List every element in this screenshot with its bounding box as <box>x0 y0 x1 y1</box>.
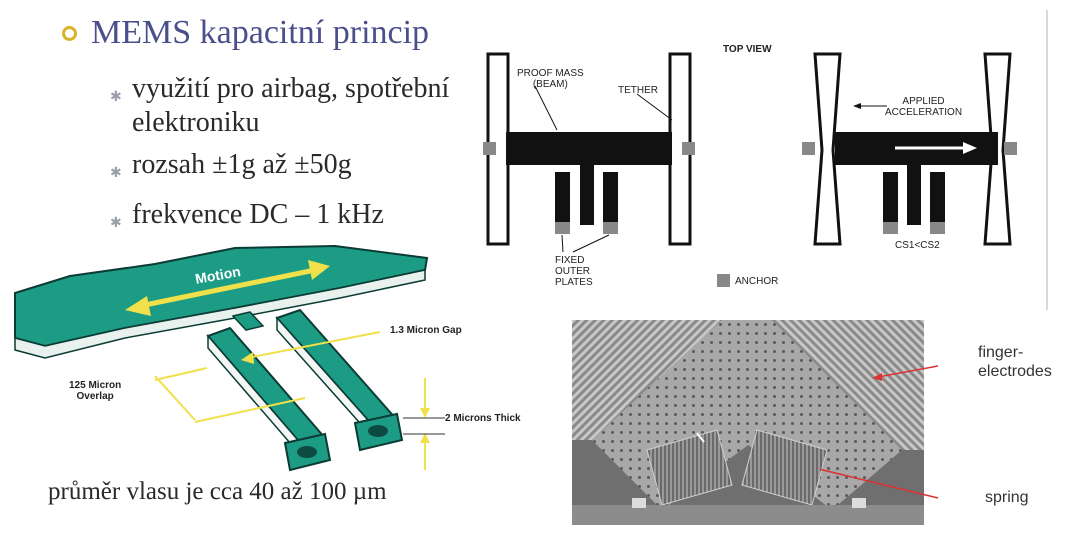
bullet-mark-icon: ✱ <box>110 165 122 181</box>
slide-divider <box>1046 10 1048 310</box>
bullet-ring-icon <box>62 25 77 41</box>
sem-photo-drawing <box>572 320 924 525</box>
finger-electrodes-label: finger- electrodes <box>978 344 1052 380</box>
fixed-plates-label: FIXED OUTER PLATES <box>555 255 593 288</box>
gap-label: 1.3 Micron Gap <box>390 325 462 336</box>
bullet-mark-icon: ✱ <box>110 215 122 231</box>
tether-label: TETHER <box>618 85 658 96</box>
bullet-mark-icon: ✱ <box>110 89 122 105</box>
isometric-drawing <box>14 244 445 472</box>
cs-relation-label: CS1<CS2 <box>895 240 940 251</box>
top-view-title: TOP VIEW <box>723 44 772 55</box>
spring-label: spring <box>985 489 1029 506</box>
sem-photo <box>572 320 924 525</box>
anchor-label: ANCHOR <box>735 276 779 287</box>
slide-caption: průměr vlasu je cca 40 až 100 µm <box>48 478 387 505</box>
bullet-item: ✱ frekvence DC – 1 kHz <box>110 198 452 240</box>
isometric-diagram: Motion 1.3 Micron Gap 125 Micron Overlap… <box>5 238 550 478</box>
slide-heading: MEMS kapacitní princip <box>62 14 429 52</box>
bullet-text: rozsah ±1g až ±50g <box>132 149 352 180</box>
photo-arrows <box>820 365 939 499</box>
bullet-item: ✱ rozsah ±1g až ±50g <box>110 148 452 190</box>
top-view-drawing <box>483 52 1017 287</box>
thick-label: 2 Microns Thick <box>445 413 521 424</box>
bullet-list: ✱ využití pro airbag, spotřební elektron… <box>110 72 452 248</box>
applied-acceleration-label: APPLIED ACCELERATION <box>885 96 963 118</box>
bullet-text: frekvence DC – 1 kHz <box>132 199 384 230</box>
bullet-item: ✱ využití pro airbag, spotřební elektron… <box>110 72 452 140</box>
overlap-label: 125 Micron Overlap <box>69 380 122 402</box>
bullet-text: využití pro airbag, spotřební elektronik… <box>132 73 450 138</box>
proof-mass-label: PROOF MASS (BEAM) <box>517 68 584 90</box>
top-view-diagram: TOP VIEW PROOF MASS (BEAM) TETHER FIXED … <box>475 30 1035 300</box>
heading-text: MEMS kapacitní princip <box>91 14 430 51</box>
